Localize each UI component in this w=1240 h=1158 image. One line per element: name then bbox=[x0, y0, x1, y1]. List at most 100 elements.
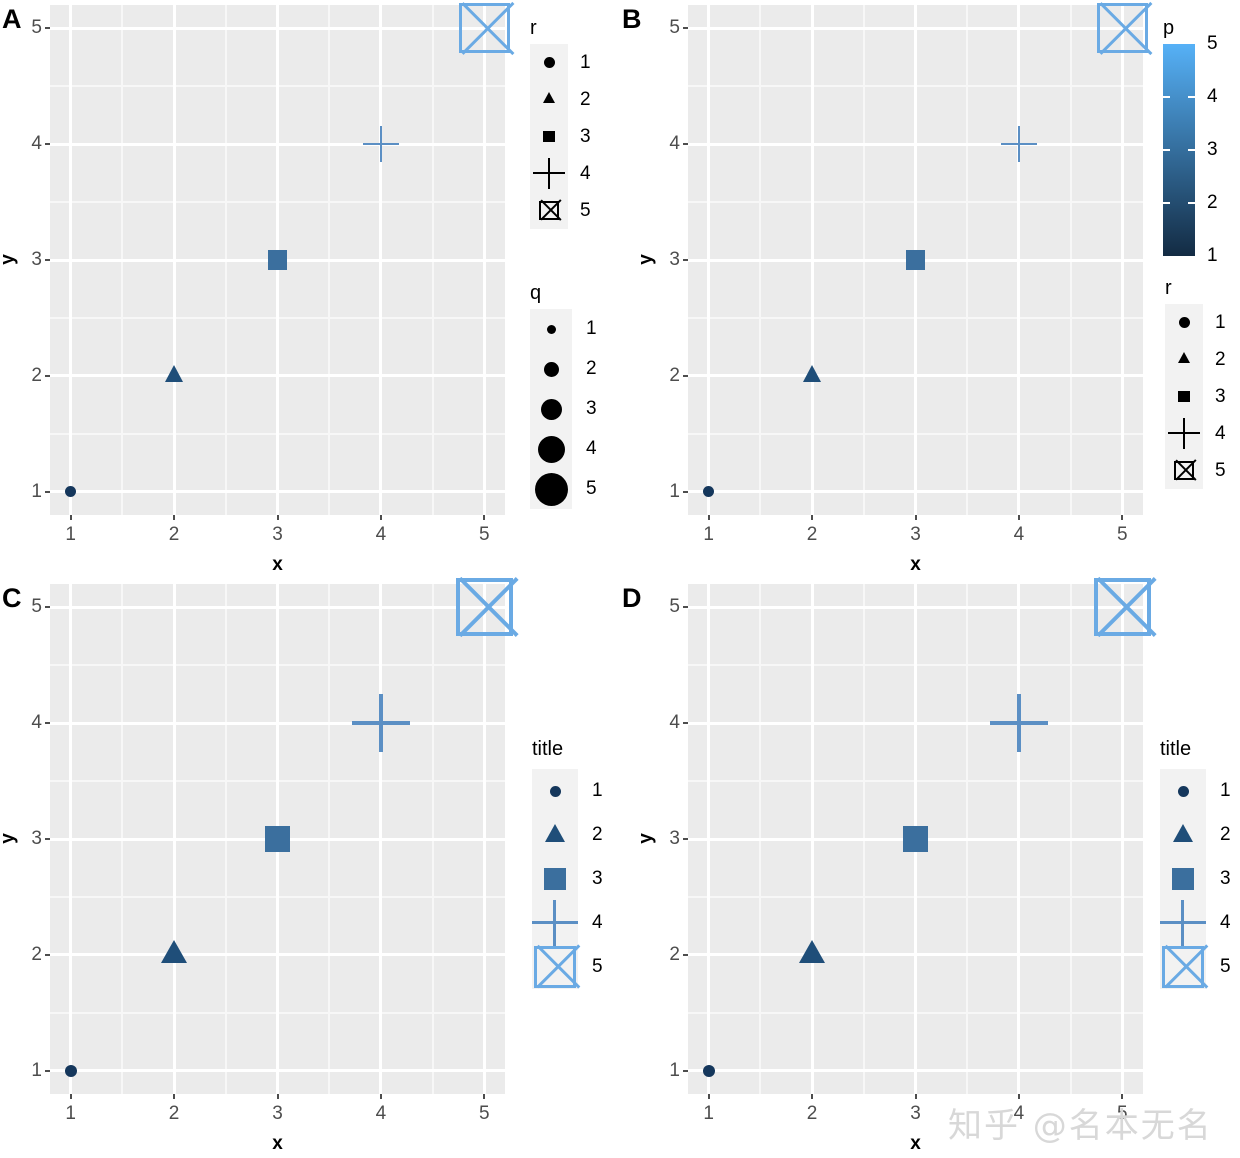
x-axis-title: x bbox=[272, 554, 283, 575]
y-axis-title: y bbox=[0, 240, 19, 280]
legend-label: 1 bbox=[586, 318, 597, 339]
x-tick-mark bbox=[173, 1094, 176, 1099]
data-point-5 bbox=[1093, 577, 1157, 638]
y-tick-label: 5 bbox=[31, 596, 42, 618]
y-tick-mark bbox=[45, 953, 50, 956]
legend-title: r bbox=[1165, 277, 1172, 299]
x-tick-mark bbox=[1017, 1094, 1020, 1099]
legend-label: 5 bbox=[1215, 459, 1226, 481]
y-tick-mark bbox=[45, 143, 50, 146]
x-tick-mark bbox=[811, 515, 814, 520]
y-tick-mark bbox=[45, 838, 50, 840]
legend-label: 5 bbox=[580, 199, 591, 221]
y-tick-label: 4 bbox=[31, 712, 42, 734]
legend-label: 4 bbox=[592, 912, 603, 933]
x-tick-mark bbox=[69, 515, 72, 520]
legend-key-circle bbox=[543, 57, 555, 68]
colorbar-tick-right bbox=[1188, 202, 1195, 204]
colorbar-tick-left bbox=[1163, 96, 1170, 98]
x-tick-label: 2 bbox=[168, 1103, 180, 1124]
plot-area bbox=[50, 1, 514, 515]
data-point-1 bbox=[64, 1064, 77, 1077]
legend-label: 1 bbox=[1215, 311, 1226, 333]
legend-label: 3 bbox=[1215, 385, 1226, 407]
legend-key-triangle bbox=[545, 823, 565, 842]
legend-key-triangle bbox=[1173, 823, 1193, 842]
panel-d: D 1 2 3 4 5 1 2 3 4 5 x y title 1 2 3 4 5 bbox=[620, 577, 1240, 1158]
legend-key-triangle bbox=[542, 92, 555, 104]
legend-label: 4 bbox=[586, 438, 597, 459]
legend-label: 2 bbox=[586, 358, 597, 379]
legend-key-circle bbox=[540, 398, 562, 420]
x-tick-label: 2 bbox=[806, 524, 818, 545]
colorbar-tick-right bbox=[1188, 96, 1195, 98]
y-tick-label: 5 bbox=[669, 17, 680, 39]
x-tick-label: 3 bbox=[272, 1103, 283, 1124]
colorbar-label: 2 bbox=[1207, 192, 1218, 213]
data-point-4 bbox=[362, 125, 400, 163]
x-tick-label: 4 bbox=[375, 524, 387, 545]
x-tick-label: 1 bbox=[703, 1103, 714, 1124]
legend-label: 5 bbox=[586, 478, 597, 499]
x-tick-mark bbox=[914, 1094, 917, 1099]
y-tick-label: 3 bbox=[31, 828, 42, 849]
x-tick-label: 1 bbox=[65, 524, 76, 545]
legend-label: 1 bbox=[592, 780, 603, 801]
legend-title: r bbox=[530, 17, 537, 39]
grid-major-horizontal bbox=[50, 374, 505, 378]
x-tick-mark bbox=[276, 515, 279, 520]
x-tick-mark bbox=[483, 515, 486, 520]
y-tick-label: 1 bbox=[31, 480, 42, 502]
data-point-4 bbox=[351, 694, 410, 753]
x-tick-label: 1 bbox=[65, 1103, 76, 1124]
y-tick-label: 3 bbox=[669, 249, 680, 270]
legend-title: title bbox=[532, 738, 564, 760]
legend-key-plus bbox=[531, 899, 579, 947]
x-tick-label: 3 bbox=[910, 524, 921, 545]
y-tick-label: 5 bbox=[669, 596, 680, 618]
grid-major-horizontal bbox=[50, 605, 505, 609]
legend-key-plus bbox=[1159, 899, 1207, 947]
x-tick-mark bbox=[1121, 1094, 1124, 1099]
legend-label: 4 bbox=[1220, 912, 1231, 933]
plus-vertical-bar bbox=[547, 157, 550, 190]
grid-major-horizontal bbox=[688, 721, 1143, 725]
y-tick-mark bbox=[45, 259, 50, 261]
data-point-5 bbox=[459, 1, 514, 55]
legend-key-plus bbox=[1168, 417, 1200, 450]
x-tick-mark bbox=[914, 515, 917, 520]
legend-key-square bbox=[543, 867, 567, 891]
legend-label: 4 bbox=[1215, 422, 1226, 444]
legend-label: 4 bbox=[580, 162, 591, 184]
legend-title: p bbox=[1163, 17, 1175, 39]
legend-key-square bbox=[1171, 867, 1195, 891]
legend-key-circle bbox=[549, 785, 561, 797]
legend-key-circle bbox=[543, 361, 559, 377]
y-tick-mark bbox=[45, 374, 50, 377]
grid-major-horizontal bbox=[688, 490, 1143, 494]
plus-vertical-bar bbox=[1016, 694, 1021, 753]
grid-major-horizontal bbox=[688, 142, 1143, 146]
x-tick-mark bbox=[811, 1094, 814, 1099]
x-tick-mark bbox=[707, 1094, 710, 1099]
legend-key-crossed-square bbox=[539, 200, 562, 221]
data-point-4 bbox=[989, 694, 1048, 753]
y-tick-mark bbox=[683, 374, 688, 377]
x-tick-label: 5 bbox=[1117, 1103, 1128, 1124]
legend-key-circle bbox=[537, 435, 565, 463]
watermark: 知乎 @名本无名 bbox=[948, 1106, 1213, 1146]
x-tick-label: 4 bbox=[375, 1103, 387, 1124]
y-tick-label: 3 bbox=[31, 249, 42, 270]
y-tick-mark bbox=[683, 143, 688, 146]
legend-label: 1 bbox=[580, 51, 591, 73]
y-tick-mark bbox=[683, 490, 688, 493]
y-tick-label: 4 bbox=[669, 712, 680, 734]
y-tick-mark bbox=[683, 27, 688, 30]
data-point-1 bbox=[703, 486, 715, 498]
y-tick-mark bbox=[683, 953, 688, 956]
legend-label: 5 bbox=[1220, 956, 1231, 977]
grid-major-horizontal bbox=[688, 953, 1143, 957]
x-tick-mark bbox=[276, 1094, 279, 1099]
data-point-5 bbox=[455, 577, 519, 638]
y-tick-mark bbox=[45, 27, 50, 30]
